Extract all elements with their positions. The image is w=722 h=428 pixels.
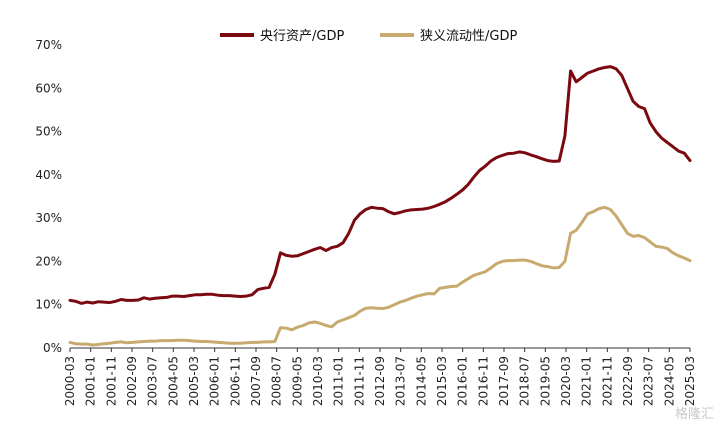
x-tick-label: 2013-07 — [394, 356, 408, 406]
x-tick-label: 2014-05 — [414, 356, 428, 406]
x-tick-label: 2017-09 — [497, 356, 511, 406]
y-tick-label: 10% — [35, 298, 62, 312]
x-tick-label: 2011-01 — [332, 356, 346, 406]
x-tick-label: 2024-05 — [662, 356, 676, 406]
x-axis: 2000-03 2001-01 2001-11 2002-09 2003-07 2004-… — [63, 347, 697, 406]
x-tick-label: 2006-11 — [228, 356, 242, 406]
y-tick-label: 50% — [35, 125, 62, 139]
x-tick-label: 2009-05 — [290, 356, 304, 406]
x-tick-label: 2011-11 — [352, 356, 366, 406]
x-tick-label: 2016-01 — [456, 356, 470, 406]
x-tick-label: 2001-11 — [104, 356, 118, 406]
x-tick-label: 2004-05 — [166, 356, 180, 406]
x-tick-label: 2022-09 — [621, 356, 635, 406]
y-tick-label: 60% — [35, 81, 62, 95]
series-line-1 — [68, 65, 692, 305]
legend-label-2: 狭义流动性/GDP — [420, 29, 517, 44]
x-tick-label: 2020-03 — [559, 356, 573, 406]
x-tick-label: 2025-03 — [683, 356, 697, 406]
legend-label-1: 央行资产/GDP — [260, 29, 344, 44]
x-tick-label: 2008-07 — [270, 356, 284, 406]
y-tick-label: 70% — [35, 38, 62, 52]
x-tick-label: 2001-01 — [84, 356, 98, 406]
y-tick-label: 40% — [35, 168, 62, 182]
legend: 央行资产/GDP 狭义流动性/GDP — [220, 29, 517, 44]
x-tick-label: 2005-03 — [187, 356, 201, 406]
y-axis: 0% 10% 20% 30% 40% 50% 60% 70% — [35, 38, 62, 355]
x-tick-label: 2002-09 — [125, 356, 139, 406]
watermark: 格隆汇 — [674, 407, 714, 422]
y-tick-label: 20% — [35, 254, 62, 268]
x-tick-label: 2012-09 — [373, 356, 387, 406]
y-tick-label: 0% — [43, 341, 62, 355]
x-tick-label: 2016-11 — [476, 356, 490, 406]
x-tick-label: 2023-07 — [642, 356, 656, 406]
x-tick-label: 2021-01 — [580, 356, 594, 406]
x-tick-label: 2018-07 — [518, 356, 532, 406]
y-tick-label: 30% — [35, 211, 62, 225]
x-tick-label: 2007-09 — [249, 356, 263, 406]
series-line-2 — [68, 205, 692, 347]
x-tick-label: 2000-03 — [63, 356, 77, 406]
x-tick-label: 2021-11 — [600, 356, 614, 406]
series-layer — [68, 65, 692, 347]
x-tick-label: 2015-03 — [435, 356, 449, 406]
x-tick-label: 2019-05 — [538, 356, 552, 406]
x-tick-label: 2003-07 — [146, 356, 160, 406]
x-tick-label: 2010-03 — [311, 356, 325, 406]
x-tick-label: 2006-01 — [208, 356, 222, 406]
